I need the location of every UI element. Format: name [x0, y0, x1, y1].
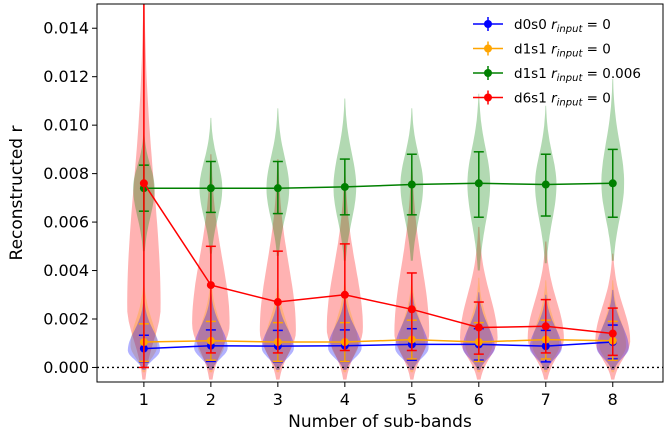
point-2-6 [474, 179, 483, 188]
legend-r-value: = 0 [582, 91, 610, 107]
legend-label: d1s1 rinput = 0.006 [514, 66, 641, 84]
legend: d0s0 rinput = 0 d1s1 rinput = 0 d1s1 rinpu… [473, 17, 641, 109]
xtick-label: 2 [206, 390, 216, 409]
point-3-1 [139, 179, 148, 188]
point-2-5 [407, 180, 416, 189]
legend-label: d0s0 rinput = 0 [514, 17, 611, 35]
legend-label: d1s1 rinput = 0 [514, 42, 611, 60]
xtick-label: 8 [608, 390, 618, 409]
point-3-6 [474, 323, 483, 332]
x-axis-title: Number of sub-bands [288, 412, 472, 432]
xtick-label: 5 [407, 390, 417, 409]
series-line-3 [143, 182, 613, 335]
legend-r-subscript: input [557, 24, 584, 35]
legend-r-value: = 0.006 [582, 66, 641, 82]
legend-r-value: = 0 [582, 17, 610, 33]
point-3-2 [206, 281, 215, 290]
point-3-7 [541, 322, 550, 331]
point-2-3 [273, 184, 282, 193]
legend-r-value: = 0 [582, 42, 610, 58]
xtick-label: 7 [541, 390, 551, 409]
point-3-4 [340, 290, 349, 299]
legend-r-subscript: input [557, 49, 584, 60]
point-2-4 [340, 182, 349, 191]
series-line-2 [143, 182, 613, 189]
violin-0-5 [394, 161, 430, 380]
point-2-2 [206, 184, 215, 193]
ytick-label: 0.008 [43, 164, 89, 183]
series-line-1 [143, 338, 613, 343]
xtick-label: 1 [139, 390, 149, 409]
ytick-label: 0.010 [43, 116, 89, 135]
legend-r-symbol: r [551, 42, 558, 58]
y-axis-title: Reconstructed r [7, 126, 27, 261]
y-axis: 0.000 0.002 0.004 0.006 0.008 0.010 0.012 0.014 [43, 19, 97, 377]
ytick-label: 0.014 [43, 19, 89, 38]
xtick-label: 6 [474, 390, 484, 409]
ytick-label: 0.012 [43, 67, 89, 86]
point-3-3 [273, 298, 282, 307]
series-layer [138, 4, 618, 369]
point-2-7 [541, 180, 550, 189]
x-axis: 1 2 3 4 5 6 7 8 [139, 382, 618, 409]
xtick-label: 3 [273, 390, 283, 409]
point-2-8 [608, 179, 617, 188]
legend-r-symbol: r [551, 91, 558, 107]
legend-label: d6s1 rinput = 0 [514, 91, 611, 109]
legend-r-symbol: r [551, 66, 558, 82]
ytick-label: 0.006 [43, 213, 89, 232]
plot-frame [96, 3, 664, 383]
legend-r-subscript: input [557, 73, 584, 84]
point-3-8 [608, 329, 617, 338]
legend-r-subscript: input [557, 98, 584, 109]
legend-marker [484, 69, 492, 77]
ytick-label: 0.000 [43, 358, 89, 377]
legend-r-symbol: r [551, 17, 558, 33]
ytick-label: 0.004 [43, 261, 89, 280]
legend-marker [484, 93, 492, 102]
legend-marker [484, 20, 492, 28]
xtick-label: 4 [340, 390, 350, 409]
legend-marker [484, 44, 492, 53]
series-line-0 [143, 341, 613, 350]
ytick-label: 0.002 [43, 310, 89, 329]
point-3-5 [407, 305, 416, 314]
